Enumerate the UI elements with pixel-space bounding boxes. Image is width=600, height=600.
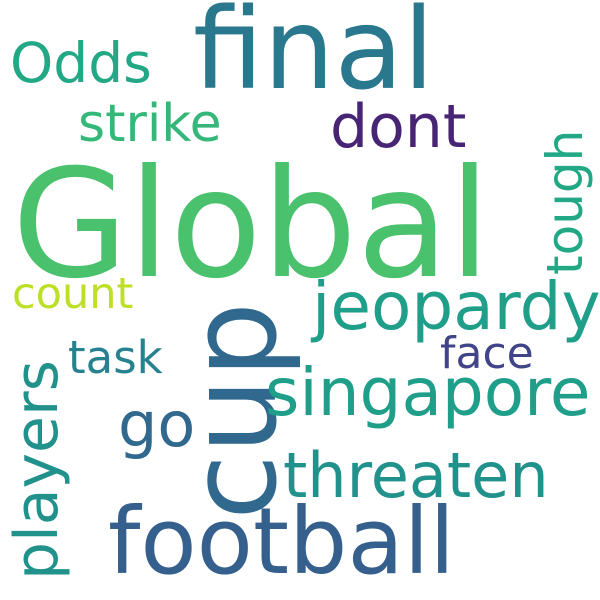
word-threaten: threaten: [283, 439, 549, 512]
word-global: Global: [12, 138, 491, 312]
word-tough: tough: [536, 129, 594, 275]
word-go: go: [118, 388, 196, 461]
word-task: task: [68, 331, 163, 384]
word-dont: dont: [330, 92, 467, 162]
word-final: final: [193, 0, 435, 115]
word-football: football: [108, 488, 455, 595]
word-count: count: [12, 269, 134, 319]
word-players: players: [2, 360, 72, 580]
word-singapore: singapore: [265, 354, 591, 431]
word-strike: strike: [78, 94, 222, 154]
word-jeopardy: jeopardy: [312, 268, 600, 345]
word-odds: Odds: [10, 31, 152, 95]
word-face: face: [440, 328, 534, 379]
